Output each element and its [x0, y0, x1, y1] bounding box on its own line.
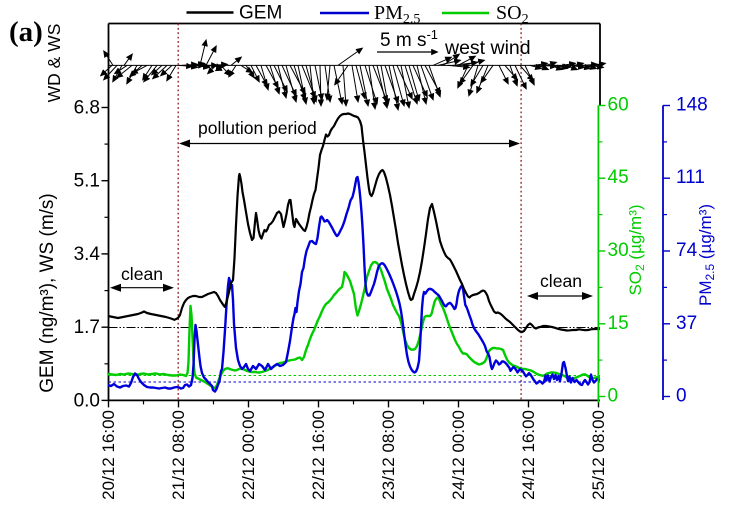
svg-text:45: 45	[608, 167, 629, 188]
svg-text:37: 37	[676, 313, 697, 334]
svg-text:WD & WS: WD & WS	[44, 24, 64, 103]
svg-text:74: 74	[676, 240, 698, 261]
svg-text:SO2 (µg/m³): SO2 (µg/m³)	[626, 204, 647, 295]
svg-text:21/12 08:00: 21/12 08:00	[169, 410, 188, 500]
svg-text:pollution period: pollution period	[198, 118, 317, 138]
svg-text:24/12 16:00: 24/12 16:00	[519, 410, 538, 500]
svg-text:clean: clean	[540, 271, 582, 291]
svg-text:GEM (ng/m³), WS (m/s): GEM (ng/m³), WS (m/s)	[37, 193, 58, 392]
svg-text:5.1: 5.1	[74, 171, 100, 192]
svg-text:0.0: 0.0	[74, 390, 100, 411]
svg-text:3.4: 3.4	[74, 244, 101, 265]
svg-text:60: 60	[608, 95, 629, 116]
svg-text:15: 15	[608, 313, 629, 334]
svg-text:clean: clean	[121, 264, 163, 284]
svg-text:25/12 08:00: 25/12 08:00	[589, 410, 608, 500]
svg-text:23/12 08:00: 23/12 08:00	[379, 410, 398, 500]
svg-text:111: 111	[676, 167, 705, 188]
svg-text:GEM: GEM	[239, 3, 282, 24]
svg-text:22/12 00:00: 22/12 00:00	[239, 410, 258, 500]
svg-text:west wind: west wind	[444, 37, 531, 59]
svg-text:0: 0	[608, 386, 619, 407]
svg-text:20/12 16:00: 20/12 16:00	[99, 410, 118, 500]
svg-text:PM2.5 (µg/m³): PM2.5 (µg/m³)	[696, 204, 717, 306]
svg-text:148: 148	[676, 95, 708, 116]
svg-text:24/12 00:00: 24/12 00:00	[449, 410, 468, 500]
svg-text:6.8: 6.8	[74, 98, 100, 119]
svg-text:1.7: 1.7	[74, 317, 100, 338]
svg-text:22/12 16:00: 22/12 16:00	[309, 410, 328, 500]
svg-text:(a): (a)	[9, 16, 43, 48]
svg-text:30: 30	[608, 240, 629, 261]
svg-text:0: 0	[676, 386, 687, 407]
